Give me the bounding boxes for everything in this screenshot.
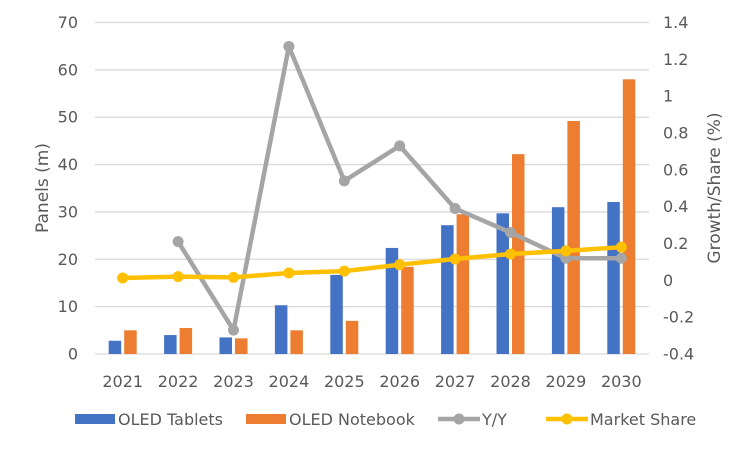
bar-oled-notebook	[179, 327, 193, 354]
marker-market-share	[338, 265, 350, 277]
y2-tick-label: 0.6	[663, 160, 688, 179]
marker-market-share	[394, 259, 406, 271]
line-market-share	[122, 244, 622, 281]
right-axis-ticks: -0.4 -0.2 0 0.2 0.4 0.6 0.8 1 1.2 1.4	[663, 13, 694, 364]
bar-oled-notebook	[235, 338, 248, 354]
left-axis-ticks: 0 10 20 30 40 50 60 70	[58, 13, 78, 364]
x-tick-label: 2025	[324, 372, 365, 391]
y2-tick-label: 0.8	[663, 124, 688, 143]
y-tick-label: 20	[58, 250, 78, 269]
gridlines	[95, 21, 649, 355]
bar-oled-notebook	[345, 320, 359, 354]
y2-tick-label: 0.4	[663, 197, 688, 216]
marker-market-share	[560, 245, 572, 257]
legend-marker-market-share	[561, 413, 573, 425]
bar-oled-tablets	[607, 201, 620, 354]
bar-oled-notebook	[124, 330, 137, 354]
y-tick-label: 0	[68, 345, 78, 364]
bar-oled-notebook	[456, 214, 470, 354]
x-tick-label: 2027	[435, 372, 476, 391]
line-series	[117, 40, 627, 336]
y-tick-label: 40	[58, 155, 78, 174]
y-axis-label: Panels (m)	[33, 143, 53, 233]
marker-market-share	[505, 248, 516, 260]
x-tick-label: 2029	[546, 372, 587, 391]
bar-oled-tablets	[164, 335, 177, 354]
legend-swatch-oled-tablets	[75, 414, 115, 424]
marker-y-y	[228, 324, 239, 336]
marker-market-share	[283, 267, 295, 279]
y-tick-label: 50	[58, 108, 78, 127]
x-axis-ticks: 2021 2022 2023 2024 2025 2026 2027 2028 2029 2030	[102, 372, 641, 391]
bar-oled-tablets	[108, 340, 122, 354]
bar-oled-notebook	[401, 266, 414, 354]
marker-market-share	[449, 253, 461, 265]
marker-market-share	[117, 272, 129, 284]
y-tick-label: 60	[58, 60, 78, 79]
marker-y-y	[394, 140, 406, 152]
bar-oled-tablets	[219, 337, 232, 354]
marker-y-y	[505, 226, 516, 238]
legend: OLED Tablets OLED Notebook Y/Y Market Share	[75, 410, 696, 429]
bar-oled-notebook	[622, 79, 636, 354]
marker-y-y	[172, 236, 184, 248]
y-tick-label: 70	[58, 13, 78, 32]
y2-tick-label: -0.2	[663, 308, 694, 327]
marker-y-y	[283, 40, 295, 52]
y-tick-label: 10	[58, 297, 78, 316]
marker-market-share	[228, 271, 239, 283]
marker-y-y	[449, 203, 461, 215]
y2-tick-label: -0.4	[663, 345, 694, 364]
bar-series	[108, 79, 636, 354]
legend-label-market-share: Market Share	[590, 410, 696, 429]
bar-oled-tablets	[496, 213, 509, 354]
marker-market-share	[615, 241, 627, 253]
bar-oled-tablets	[274, 305, 288, 354]
bar-oled-notebook	[290, 330, 303, 354]
legend-label-y-y: Y/Y	[481, 410, 507, 429]
y2-tick-label: 0	[663, 271, 673, 290]
legend-label-oled-tablets: OLED Tablets	[118, 410, 223, 429]
bar-oled-tablets	[330, 274, 343, 354]
marker-y-y	[338, 175, 350, 187]
legend-swatch-oled-notebook	[246, 414, 286, 424]
y2-axis-label: Growth/Share (%)	[705, 112, 725, 263]
bar-oled-tablets	[551, 207, 565, 354]
marker-market-share	[172, 271, 184, 283]
legend-label-oled-notebook: OLED Notebook	[289, 410, 416, 429]
marker-y-y	[615, 252, 627, 264]
bar-oled-tablets	[385, 247, 399, 354]
bar-oled-tablets	[441, 225, 454, 354]
x-tick-label: 2021	[102, 372, 143, 391]
x-tick-label: 2026	[379, 372, 420, 391]
x-tick-label: 2023	[213, 372, 254, 391]
x-tick-label: 2022	[158, 372, 199, 391]
y2-tick-label: 0.2	[663, 234, 688, 253]
x-tick-label: 2024	[269, 372, 310, 391]
x-tick-label: 2030	[601, 372, 642, 391]
y-tick-label: 30	[58, 202, 78, 221]
y2-tick-label: 1	[663, 87, 673, 106]
bar-oled-notebook	[567, 121, 580, 354]
x-tick-label: 2028	[490, 372, 531, 391]
y2-tick-label: 1.4	[663, 13, 688, 32]
y2-tick-label: 1.2	[663, 50, 688, 69]
legend-marker-y-y	[453, 413, 465, 425]
